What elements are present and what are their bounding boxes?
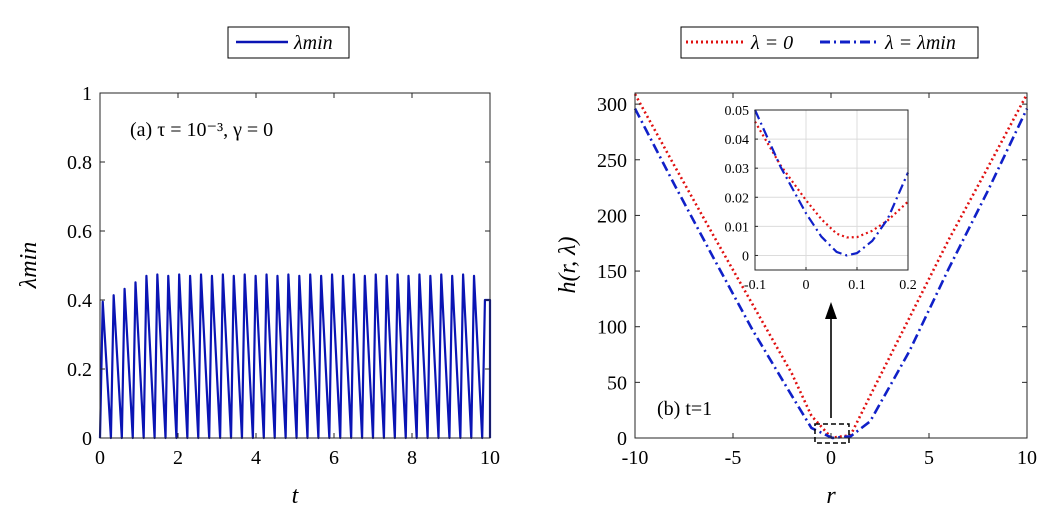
panel-b-x-label: r <box>826 483 836 509</box>
panel-b: λ = 0 λ = λmin -10 -5 0 5 10 0 50 100 150 200 250… <box>555 26 1037 509</box>
panel-b-legend: λ = 0 λ = λmin <box>680 26 979 59</box>
panel-a-x-tick-label-2: 4 <box>251 447 261 469</box>
panel-a-x-tick-label-1: 2 <box>173 447 183 469</box>
panel-a-x-tick-label-5: 10 <box>480 447 500 469</box>
panel-a-y-tick-label-2: 0.4 <box>67 290 92 312</box>
panel-a-legend-label: λmin <box>293 32 333 54</box>
panel-a-x-tick-label-0: 0 <box>95 447 105 469</box>
panel-a-y-label: λmin <box>16 242 42 289</box>
panel-b-annotation: (b) t=1 <box>657 398 712 420</box>
panel-b-legend-label-lambda-0: λ = 0 <box>750 32 793 54</box>
panel-a-annotation: (a) τ = 10⁻³, γ = 0 <box>130 119 273 141</box>
panel-b-y-tick-label-2: 100 <box>597 317 627 339</box>
panel-b-y-tick-label-4: 200 <box>597 205 627 227</box>
panel-b-y-label: h(r, λ) <box>555 236 581 293</box>
inset-x-tick-label-0: -0.1 <box>744 278 766 293</box>
panel-b-zoom-box <box>814 423 850 444</box>
panel-a-series-lambda-min <box>98 273 492 440</box>
panel-a-y-tick-label-3: 0.6 <box>67 221 92 243</box>
panel-a-y-ticks: 0 0.2 0.4 0.6 0.8 1 <box>67 83 490 450</box>
inset-y-tick-label-1: 0.01 <box>725 220 750 235</box>
series-line-lambda-min <box>98 273 492 440</box>
inset-x-ticks: -0.1 0 0.1 0.2 <box>744 267 917 293</box>
panel-b-y-tick-label-1: 50 <box>607 372 627 394</box>
inset-series-lambda-0 <box>754 121 909 239</box>
panel-b-zoom-arrow <box>825 302 837 418</box>
panel-b-y-tick-label-6: 300 <box>597 94 627 116</box>
inset-series <box>753 109 910 257</box>
panel-a-x-label: t <box>292 483 300 509</box>
panel-b-legend-label-lambda-min: λ = λmin <box>884 32 956 54</box>
panel-a-y-tick-label-0: 0 <box>82 428 92 450</box>
inset-y-tick-label-5: 0.05 <box>725 104 750 119</box>
panel-a-y-tick-label-5: 1 <box>82 83 92 105</box>
inset-y-tick-label-3: 0.03 <box>725 162 750 177</box>
panel-b-x-tick-label-0: -10 <box>622 447 649 469</box>
panel-b-y-ticks: 0 50 100 150 200 250 300 <box>597 94 1027 450</box>
inset-x-tick-label-3: 0.2 <box>899 278 917 293</box>
zoom-arrow-head <box>825 302 837 319</box>
panel-b-x-tick-label-3: 5 <box>924 447 934 469</box>
panel-a: λmin 0 2 4 6 8 10 0 0.2 0.4 0.6 0.8 1 (a) τ = 10⁻³… <box>16 26 500 509</box>
panel-a-legend: λmin <box>227 26 350 59</box>
panel-b-x-tick-label-4: 10 <box>1017 447 1037 469</box>
panel-a-x-tick-label-4: 8 <box>407 447 417 469</box>
panel-b-y-tick-label-3: 150 <box>597 261 627 283</box>
panel-b-y-tick-label-0: 0 <box>617 428 627 450</box>
inset-x-tick-label-2: 0.1 <box>848 278 866 293</box>
inset-series-lambda-min <box>753 109 910 257</box>
panel-b-inset: -0.1 0 0.1 0.2 0 0.01 0.02 0.03 0.04 0.05 <box>725 104 917 293</box>
inset-x-tick-label-1: 0 <box>803 278 810 293</box>
panel-b-x-tick-label-1: -5 <box>725 447 742 469</box>
inset-frame <box>754 109 909 271</box>
zoom-box-rect <box>814 423 850 444</box>
panel-a-y-tick-label-1: 0.2 <box>67 359 92 381</box>
panel-a-y-tick-label-4: 0.8 <box>67 152 92 174</box>
inset-y-tick-label-4: 0.04 <box>725 133 750 148</box>
panel-a-frame <box>99 92 491 439</box>
panel-a-x-tick-label-3: 6 <box>329 447 339 469</box>
inset-y-ticks: 0 0.01 0.02 0.03 0.04 0.05 <box>725 104 758 264</box>
inset-background <box>755 110 908 270</box>
panel-b-plot-area: -10 -5 0 5 10 0 50 100 150 200 250 300 -0.1 0 0.1 0.2… <box>597 92 1037 469</box>
panel-b-x-tick-label-2: 0 <box>826 447 836 469</box>
panel-a-x-ticks: 0 2 4 6 8 10 <box>95 93 500 469</box>
inset-y-tick-label-0: 0 <box>742 249 749 264</box>
panel-b-x-ticks: -10 -5 0 5 10 <box>622 93 1037 469</box>
inset-y-tick-label-2: 0.02 <box>725 191 750 206</box>
panel-b-y-tick-label-5: 250 <box>597 150 627 172</box>
panel-a-plot-area: 0 2 4 6 8 10 0 0.2 0.4 0.6 0.8 1 <box>67 83 500 469</box>
legend-lambda-min: λmin <box>293 32 333 54</box>
